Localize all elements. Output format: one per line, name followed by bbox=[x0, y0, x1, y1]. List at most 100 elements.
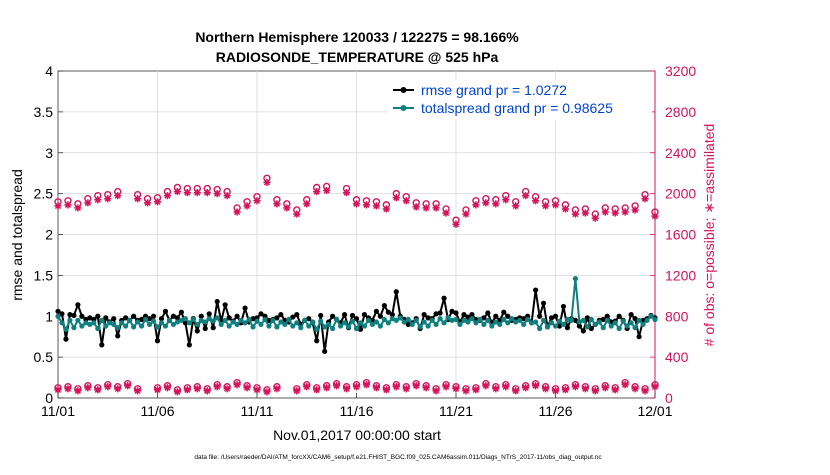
rmse-point bbox=[174, 315, 180, 321]
spread-point bbox=[186, 320, 192, 326]
spread-point bbox=[540, 317, 547, 323]
spread-point bbox=[166, 317, 173, 323]
obs-low-assimilated-marker bbox=[522, 384, 530, 392]
obs-low-assimilated-marker bbox=[432, 387, 440, 395]
obs-assimilated-marker bbox=[362, 201, 371, 209]
obs-assimilated-marker bbox=[183, 189, 191, 197]
spread-point bbox=[369, 321, 376, 328]
rmse-point bbox=[322, 348, 328, 355]
rmse-point bbox=[505, 313, 511, 319]
legend-box bbox=[388, 80, 652, 120]
spread-point bbox=[361, 323, 368, 329]
obs-assimilated-marker bbox=[522, 192, 530, 200]
spread-point bbox=[266, 323, 272, 329]
obs-assimilated-marker bbox=[452, 220, 460, 228]
legend-rmse-marker bbox=[400, 87, 407, 93]
obs-assimilated-marker bbox=[502, 196, 510, 204]
spread-point bbox=[469, 316, 475, 322]
spread-point bbox=[425, 323, 431, 329]
spread-point bbox=[282, 321, 288, 328]
spread-point bbox=[389, 316, 395, 322]
rmse-point bbox=[99, 342, 105, 348]
spread-point bbox=[445, 315, 451, 321]
obs-assimilated-marker bbox=[134, 195, 142, 203]
obs-low-assimilated-marker bbox=[333, 382, 341, 390]
obs-assimilated-marker bbox=[631, 206, 639, 214]
spread-point bbox=[525, 316, 531, 323]
spread-point bbox=[234, 321, 240, 328]
spread-point bbox=[79, 323, 85, 329]
spread-point bbox=[449, 317, 455, 323]
spread-point bbox=[302, 317, 308, 323]
rmse-point bbox=[278, 312, 284, 318]
obs-assimilated-marker bbox=[482, 199, 490, 207]
spread-point bbox=[270, 317, 276, 323]
obs-low-assimilated-marker bbox=[183, 386, 191, 394]
rmse-point bbox=[501, 309, 507, 315]
spread-point bbox=[457, 321, 463, 328]
obs-low-assimilated-marker bbox=[402, 385, 410, 393]
spread-point bbox=[222, 317, 228, 323]
obs-assimilated-marker bbox=[213, 190, 221, 198]
obs-assimilated-marker bbox=[442, 209, 450, 217]
rmse-point bbox=[182, 320, 188, 326]
rmse-point bbox=[115, 333, 121, 339]
y-axis-left-label: rmse and totalspread bbox=[9, 169, 25, 301]
spread-point bbox=[238, 317, 244, 323]
x-tick-label: 11/06 bbox=[141, 403, 175, 419]
spread-point bbox=[198, 317, 204, 323]
obs-assimilated-marker bbox=[651, 212, 659, 220]
rmse-point bbox=[186, 342, 192, 348]
rmse-point bbox=[353, 316, 360, 322]
spread-point bbox=[632, 325, 638, 331]
obs-assimilated-marker bbox=[253, 197, 261, 205]
rmse-point bbox=[294, 312, 300, 318]
rmse-point bbox=[533, 287, 539, 293]
spread-point bbox=[326, 321, 332, 328]
spread-point bbox=[337, 323, 344, 329]
spread-point bbox=[103, 323, 109, 329]
spread-point bbox=[652, 316, 658, 323]
spread-point bbox=[63, 326, 69, 332]
obs-low-assimilated-marker bbox=[213, 383, 221, 391]
obs-low-assimilated-marker bbox=[462, 387, 470, 395]
rmse-point bbox=[349, 312, 356, 319]
obs-low-assimilated-marker bbox=[631, 385, 639, 393]
rmse-point bbox=[214, 298, 220, 305]
rmse-point bbox=[564, 325, 571, 331]
rmse-point bbox=[178, 309, 184, 315]
obs-low-assimilated-marker bbox=[541, 385, 550, 393]
spread-point bbox=[111, 321, 117, 328]
obs-low-assimilated-marker bbox=[84, 384, 92, 392]
rmse-point bbox=[536, 313, 543, 319]
rmse-point bbox=[389, 312, 395, 318]
rmse-point bbox=[437, 310, 443, 316]
obs-assimilated-marker bbox=[561, 205, 570, 213]
rmse-point bbox=[258, 311, 264, 317]
obs-assimilated-marker bbox=[283, 204, 291, 212]
obs-assimilated-marker bbox=[273, 200, 281, 208]
rmse-point bbox=[146, 316, 153, 322]
obs-low-assimilated-marker bbox=[153, 386, 162, 394]
spread-point bbox=[131, 324, 137, 330]
obs-low-assimilated-marker bbox=[611, 386, 619, 394]
obs-low-assimilated-marker bbox=[382, 386, 390, 394]
x-tick-label: 11/11 bbox=[241, 403, 274, 419]
data-file-footer: data file: /Users/raeder/DAI/ATM_forcXX/… bbox=[194, 454, 602, 461]
obs-low-assimilated-marker bbox=[532, 382, 540, 390]
obs-low-assimilated-marker bbox=[571, 383, 579, 391]
spread-point bbox=[365, 317, 372, 323]
spread-point bbox=[123, 323, 129, 329]
obs-low-assimilated-marker bbox=[74, 387, 82, 395]
obs-assimilated-marker bbox=[352, 200, 361, 208]
obs-assimilated-marker bbox=[551, 201, 560, 209]
spread-point bbox=[158, 320, 165, 326]
spread-point bbox=[170, 321, 177, 328]
spread-point bbox=[485, 317, 491, 323]
y-right-tick-label: 0 bbox=[665, 390, 673, 406]
rmse-point bbox=[373, 308, 379, 314]
obs-low-assimilated-marker bbox=[561, 386, 570, 394]
obs-assimilated-marker bbox=[342, 189, 351, 197]
spread-point bbox=[644, 317, 650, 323]
spread-point bbox=[71, 325, 77, 331]
